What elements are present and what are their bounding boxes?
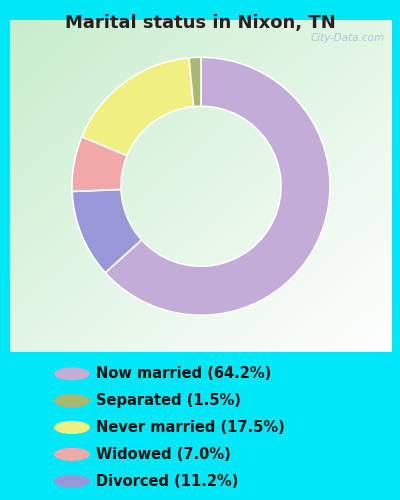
Circle shape: [54, 368, 90, 380]
Wedge shape: [72, 137, 127, 192]
Wedge shape: [189, 57, 201, 106]
Circle shape: [54, 448, 90, 461]
Text: City-Data.com: City-Data.com: [310, 34, 384, 43]
Text: Marital status in Nixon, TN: Marital status in Nixon, TN: [65, 14, 335, 32]
Wedge shape: [105, 57, 330, 315]
Text: Divorced (11.2%): Divorced (11.2%): [96, 474, 238, 488]
Text: Now married (64.2%): Now married (64.2%): [96, 366, 271, 382]
Text: Never married (17.5%): Never married (17.5%): [96, 420, 285, 435]
Circle shape: [54, 394, 90, 407]
Circle shape: [54, 421, 90, 434]
Text: Separated (1.5%): Separated (1.5%): [96, 393, 241, 408]
Wedge shape: [72, 190, 142, 272]
Circle shape: [54, 474, 90, 488]
Text: Widowed (7.0%): Widowed (7.0%): [96, 447, 231, 462]
Wedge shape: [82, 58, 194, 156]
